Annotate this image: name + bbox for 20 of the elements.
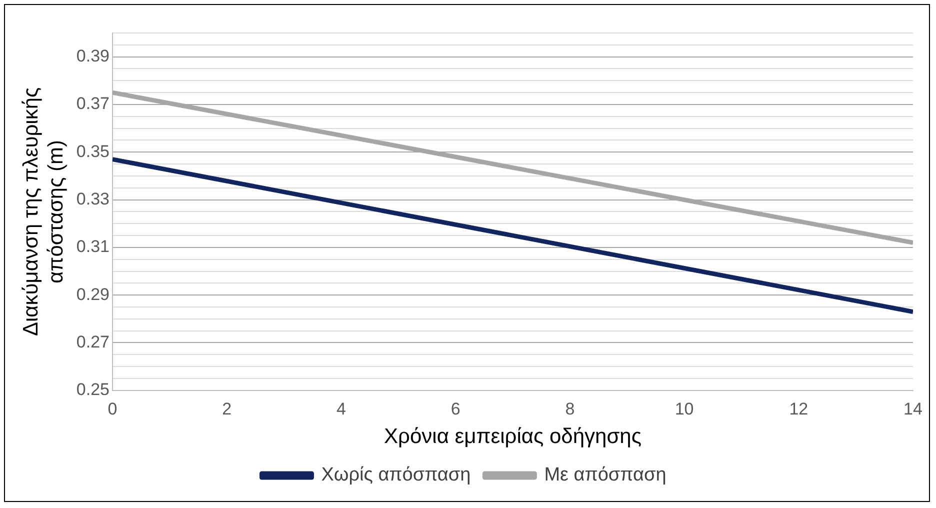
y-tick-label: 0.35: [76, 142, 110, 161]
x-tick-label: 8: [565, 399, 575, 418]
y-tick-label: 0.27: [76, 332, 110, 352]
y-tick-label: 0.31: [76, 237, 110, 256]
x-tick-label: 14: [904, 399, 922, 418]
x-axis-title: Χρόνια εμπειρίας οδήγησης: [384, 425, 642, 448]
x-tick-label: 0: [108, 399, 118, 418]
legend-label: Με απόσπαση: [544, 464, 666, 486]
y-tick-label: 0.37: [76, 94, 110, 114]
y-tick-label: 0.39: [76, 46, 110, 66]
x-tick-label: 2: [222, 399, 232, 418]
legend-label: Χωρίς απόσπαση: [321, 464, 471, 486]
y-tick-label: 0.25: [76, 380, 110, 400]
x-tick-label: 10: [674, 399, 694, 418]
y-axis-title: Διακύμανση της πλευρικής απόστασης (m): [19, 87, 68, 336]
y-tick-label: 0.29: [76, 284, 110, 304]
y-tick-label: 0.33: [76, 189, 110, 208]
x-tick-label: 12: [789, 399, 808, 418]
x-tick-label: 6: [450, 399, 460, 418]
x-tick-label: 4: [336, 399, 346, 418]
